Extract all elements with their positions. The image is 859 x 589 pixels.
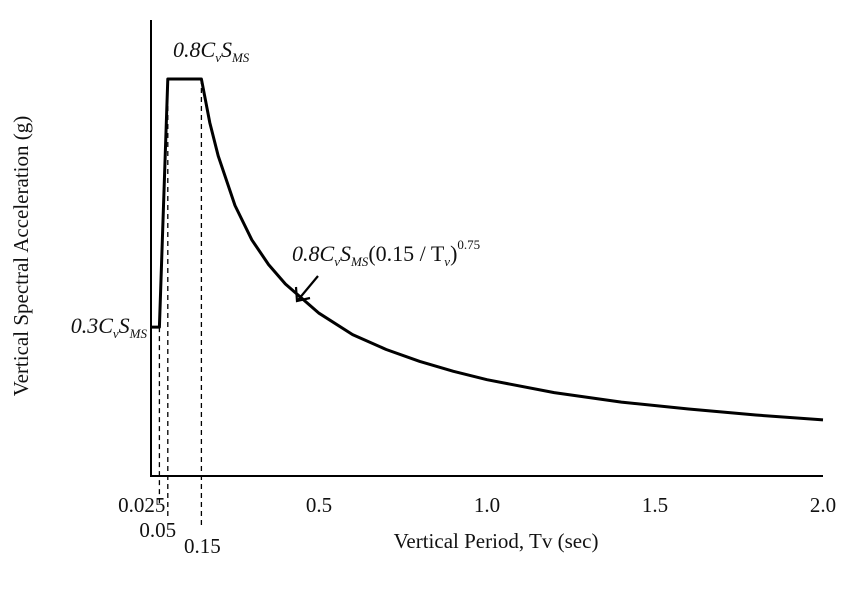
x-tick-label: 0.5 [306, 493, 332, 517]
curve-equation-annotation: 0.8CvSMS(0.15 / Tv)0.75 [292, 237, 480, 269]
spectrum-curve [151, 77, 824, 422]
y-axis-title: Vertical Spectral Acceleration (g) [9, 116, 33, 396]
dashed-guides [158, 79, 203, 528]
arrow-head [294, 286, 311, 303]
x-tick-label: 2.0 [810, 493, 836, 517]
annotation-arrow [294, 275, 319, 303]
arrow-shaft [297, 275, 319, 301]
x-axis-title: Vertical Period, Tv (sec) [394, 529, 599, 553]
y-label-peak: 0.8CvSMS [173, 37, 250, 65]
x-tick-label: 1.0 [474, 493, 500, 517]
x-tick-label: 0.05 [139, 518, 176, 542]
x-tick-label: 0.025 [118, 493, 165, 517]
y-label-low: 0.3CvSMS [71, 313, 148, 341]
axes [150, 20, 823, 477]
x-tick-label: 1.5 [642, 493, 668, 517]
x-tick-label: 0.15 [184, 534, 221, 558]
